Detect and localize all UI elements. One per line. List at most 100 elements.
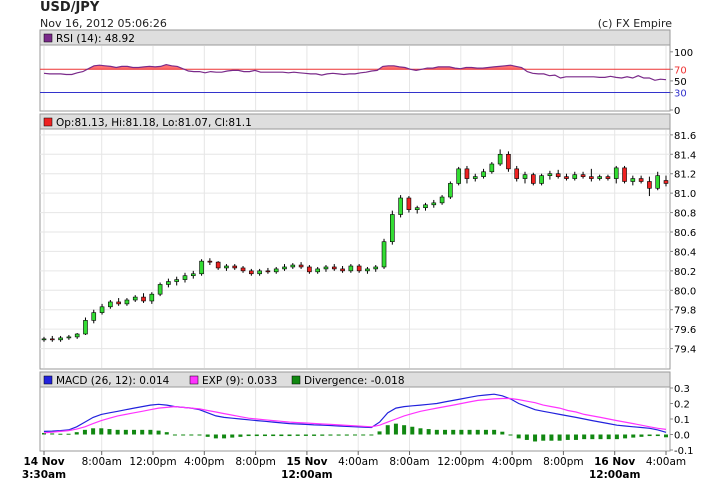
divergence-bar (565, 434, 570, 440)
candle-up (390, 214, 395, 243)
candle-up (373, 266, 379, 270)
candle-down (356, 265, 362, 272)
divergence-bar (254, 434, 259, 437)
price-tick-label: 81.4 (674, 150, 696, 161)
candle-down (514, 168, 520, 179)
candle-down (116, 301, 121, 305)
macd-line (43, 393, 667, 433)
candle-up (174, 279, 179, 282)
rsi-legend-swatch (43, 33, 53, 43)
x-tick-label: 16 Nov (594, 456, 635, 468)
candle-up (273, 268, 279, 273)
rsi-line (43, 63, 667, 81)
divergence-bar (434, 429, 439, 435)
divergence-bar (213, 434, 218, 439)
candle-down (647, 181, 652, 189)
candle-up (166, 281, 171, 285)
candle-up (398, 197, 403, 215)
divergence-bar (107, 429, 112, 435)
macd-tick-label: 0.3 (674, 384, 690, 395)
x-tick-label: 4:00pm (492, 456, 532, 468)
candle-up (66, 336, 72, 339)
divergence-bar (123, 429, 128, 435)
candle-up (132, 296, 138, 301)
macd-legend-swatch (189, 375, 199, 385)
candle-up (74, 333, 80, 338)
candle-up (522, 174, 528, 179)
divergence-bar (614, 434, 619, 440)
candle-down (207, 260, 213, 263)
candle-up (124, 299, 130, 305)
macd-tick-label: 0.0 (674, 431, 690, 442)
divergence-bar (508, 434, 513, 436)
candle-up (58, 337, 63, 341)
candle-down (555, 173, 561, 177)
divergence-bar (336, 434, 341, 436)
divergence-bar (516, 434, 521, 439)
macd-tick-label: 0.2 (674, 400, 690, 411)
candle-up (630, 178, 636, 182)
candle-up (481, 171, 486, 177)
price-tick-label: 81.6 (674, 131, 696, 142)
candle-up (199, 260, 204, 275)
divergence-bar (148, 429, 153, 435)
divergence-bar (573, 434, 578, 440)
x-tick-label: 4:00pm (184, 456, 224, 468)
macd-legend-label: Divergence: -0.018 (304, 375, 405, 387)
divergence-bar (295, 434, 300, 436)
divergence-bar (443, 429, 448, 435)
macd-panel: MACD (26, 12): 0.014 EXP (9): 0.033 Diverg… (39, 371, 694, 457)
divergence-bar (475, 429, 480, 435)
candle-down (663, 180, 669, 184)
candle-up (456, 168, 461, 184)
candle-up (315, 268, 320, 273)
divergence-bar (238, 434, 243, 437)
divergence-bar (557, 434, 562, 441)
divergence-bar (82, 429, 87, 435)
divergence-bar (377, 431, 382, 435)
divergence-bar (410, 426, 415, 435)
divergence-bar (533, 434, 538, 442)
price-plot-area (39, 128, 671, 370)
macd-legend-label: EXP (9): 0.033 (202, 375, 277, 387)
symbol-title: USD/JPY (40, 0, 100, 15)
divergence-bar (205, 434, 210, 437)
x-tick-label: 8:00pm (543, 456, 583, 468)
candle-up (655, 175, 661, 189)
candle-down (464, 168, 470, 179)
candle-up (41, 338, 47, 341)
candle-down (240, 267, 246, 272)
divergence-bar (344, 434, 349, 436)
rsi-tick-label: 100 (674, 48, 693, 59)
candle-up (381, 241, 387, 268)
candle-up (323, 266, 329, 270)
price-tick-label: 79.6 (674, 325, 696, 336)
candle-down (232, 265, 238, 269)
divergence-bar (500, 431, 505, 435)
divergence-bar (451, 429, 456, 435)
divergence-bar (42, 432, 46, 435)
divergence-bar (393, 423, 398, 435)
candle-up (439, 196, 445, 204)
divergence-bar (459, 429, 464, 435)
divergence-bar (271, 434, 276, 437)
x-tick-label: 12:00pm (437, 456, 484, 468)
candle-down (589, 176, 594, 179)
price-tick-label: 79.4 (674, 345, 696, 356)
divergence-bar (279, 434, 284, 437)
x-tick-label: 8:00pm (235, 456, 275, 468)
price-legend: Op:81.13, Hi:81.18, Lo:81.07, Cl:81.1 (56, 117, 252, 129)
candle-up (149, 293, 155, 302)
candle-up (99, 306, 105, 313)
x-tick-label: 8:00am (82, 456, 122, 468)
divergence-bar (606, 434, 611, 440)
candle-up (348, 265, 354, 272)
x-tick-label: 15 Nov (286, 456, 327, 468)
candle-down (265, 270, 271, 273)
rsi-plot-area (39, 44, 671, 112)
candle-down (580, 174, 586, 177)
divergence-bar (91, 428, 96, 435)
x-tick-label-date: 12:00am (589, 469, 641, 481)
copyright: (c) FX Empire (597, 17, 672, 30)
